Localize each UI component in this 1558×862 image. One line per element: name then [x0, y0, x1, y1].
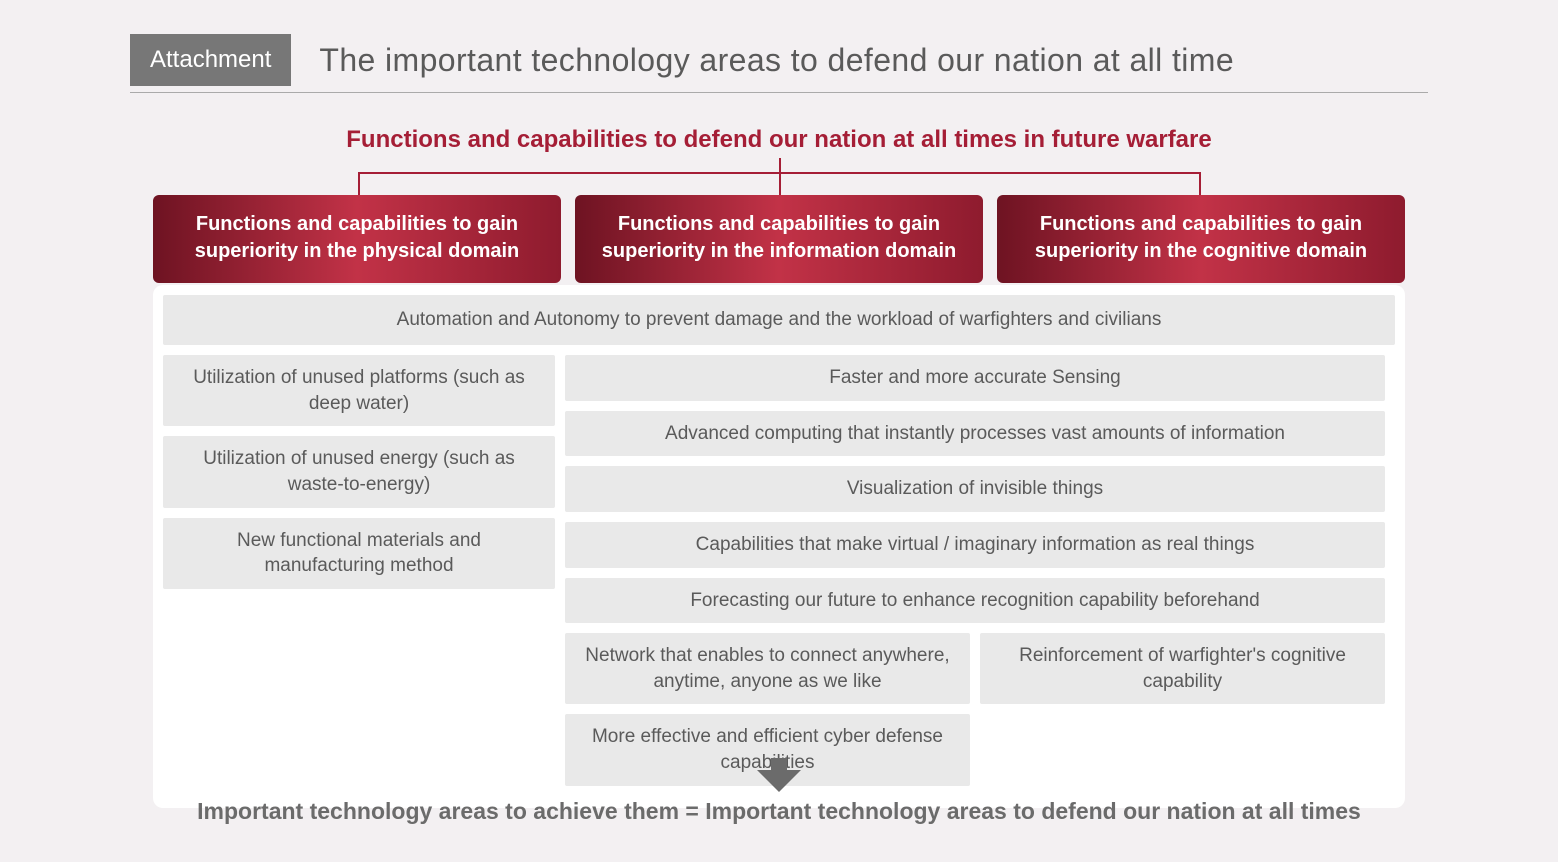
connector-drop-right — [1199, 172, 1201, 196]
box-unused-platforms: Utilization of unused platforms (such as… — [163, 355, 555, 426]
pillar-cognitive: Functions and capabilities to gain super… — [997, 195, 1405, 283]
box-unused-energy: Utilization of unused energy (such as wa… — [163, 436, 555, 507]
box-virtual-info: Capabilities that make virtual / imagina… — [565, 522, 1385, 568]
pillars-row: Functions and capabilities to gain super… — [153, 195, 1405, 283]
connector-drop-left — [358, 172, 360, 196]
connector-drop-mid — [779, 172, 781, 196]
conclusion-text: Important technology areas to achieve th… — [0, 798, 1558, 825]
box-sensing: Faster and more accurate Sensing — [565, 355, 1385, 401]
split-row: Network that enables to connect anywhere… — [565, 633, 1385, 796]
box-visualization: Visualization of invisible things — [565, 466, 1385, 512]
header-row: Attachment The important technology area… — [130, 34, 1428, 93]
box-cognitive-reinforce: Reinforcement of warfighter's cognitive … — [980, 633, 1385, 704]
connector-center-drop — [779, 158, 781, 172]
three-col-wrap: Utilization of unused platforms (such as… — [163, 355, 1395, 796]
pillar-information: Functions and capabilities to gain super… — [575, 195, 983, 283]
pillar-physical: Functions and capabilities to gain super… — [153, 195, 561, 283]
box-forecasting: Forecasting our future to enhance recogn… — [565, 578, 1385, 624]
downward-arrow-icon — [757, 758, 801, 792]
box-computing: Advanced computing that instantly proces… — [565, 411, 1385, 457]
box-new-materials: New functional materials and manufacturi… — [163, 518, 555, 589]
column-info-cognitive: Faster and more accurate Sensing Advance… — [565, 355, 1385, 796]
column-physical: Utilization of unused platforms (such as… — [163, 355, 565, 796]
attachment-badge: Attachment — [130, 34, 291, 86]
full-bar-automation: Automation and Autonomy to prevent damag… — [163, 295, 1395, 345]
box-network: Network that enables to connect anywhere… — [565, 633, 970, 704]
subtitle: Functions and capabilities to defend our… — [0, 126, 1558, 154]
content-card: Automation and Autonomy to prevent damag… — [153, 285, 1405, 808]
page-title: The important technology areas to defend… — [319, 42, 1234, 79]
